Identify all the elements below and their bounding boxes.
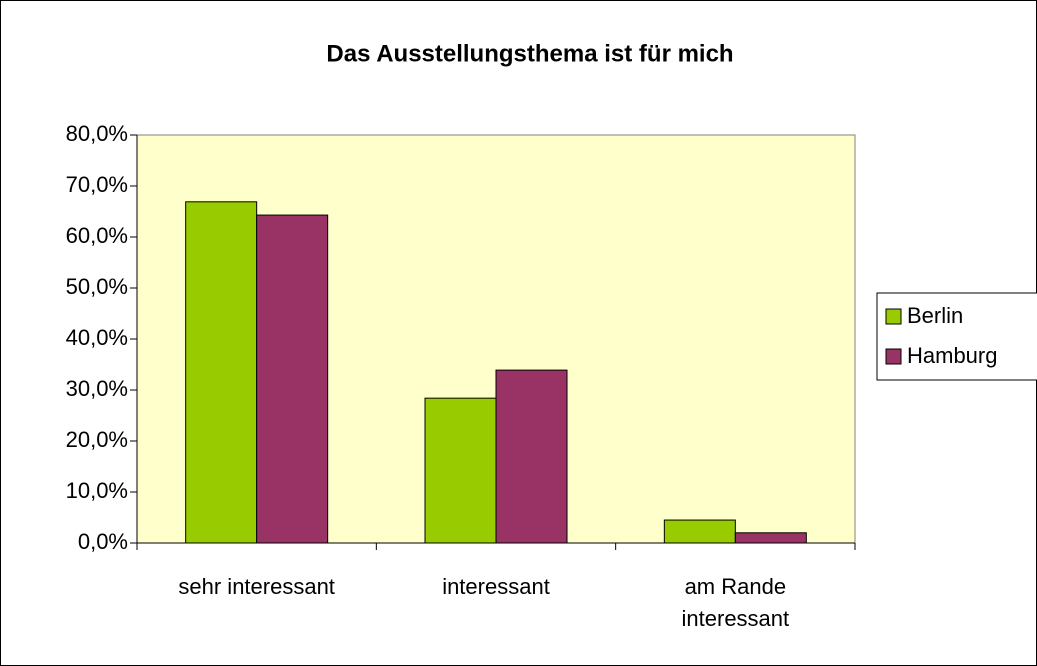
legend-swatch: [885, 348, 902, 365]
bar: [424, 397, 497, 544]
y-tick-label: 0,0%: [78, 529, 128, 554]
bar: [663, 519, 736, 544]
y-tick-label: 70,0%: [66, 172, 128, 197]
bar: [185, 201, 258, 544]
chart-title: Das Ausstellungsthema ist für mich: [326, 40, 733, 67]
x-tick-label: interessant: [442, 574, 550, 599]
y-tick-label: 30,0%: [66, 376, 128, 401]
y-tick-label: 80,0%: [66, 121, 128, 146]
x-tick-label: sehr interessant: [178, 574, 335, 599]
legend-label: Berlin: [907, 303, 963, 328]
bar: [256, 214, 329, 544]
y-tick-label: 20,0%: [66, 427, 128, 452]
y-tick-label: 40,0%: [66, 325, 128, 350]
bar: [734, 532, 807, 544]
x-tick-label: am Rande interessant: [681, 574, 790, 631]
legend-box: [876, 292, 1037, 381]
y-tick-label: 60,0%: [66, 223, 128, 248]
y-tick-label: 50,0%: [66, 274, 128, 299]
bar: [495, 369, 568, 544]
legend-label: Hamburg: [907, 343, 997, 368]
legend-swatch: [885, 308, 902, 325]
y-tick-label: 10,0%: [66, 478, 128, 503]
